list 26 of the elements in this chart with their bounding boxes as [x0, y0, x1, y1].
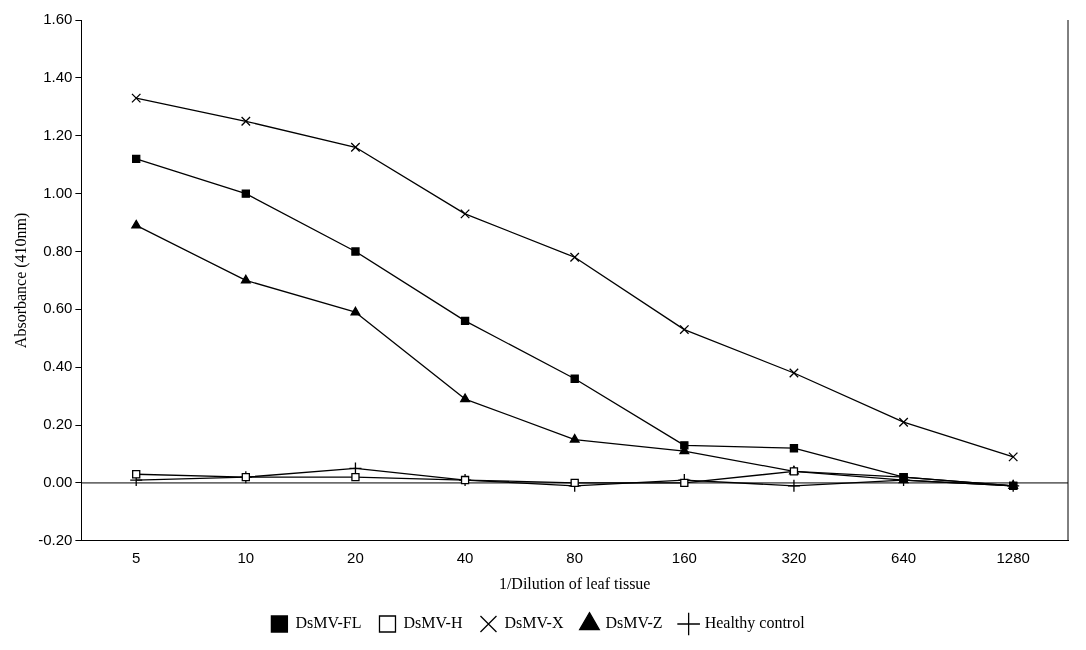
- y-tick-label: 0.00: [43, 473, 73, 491]
- legend-label: DsMV-X: [504, 614, 564, 632]
- y-tick-label: -0.20: [38, 530, 73, 548]
- y-axis-title: Absorbance (410nm): [11, 212, 30, 349]
- y-tick-label: 0.80: [43, 241, 73, 259]
- y-tick-label: 1.00: [43, 183, 73, 201]
- x-tick-label: 1280: [996, 548, 1030, 566]
- x-tick-label: 80: [566, 548, 584, 566]
- legend-label: DsMV-FL: [295, 614, 362, 632]
- x-tick-label: 20: [347, 548, 364, 566]
- legend-label: DsMV-H: [403, 614, 463, 632]
- y-tick-label: 0.40: [43, 357, 73, 375]
- y-tick-label: 1.40: [43, 68, 73, 86]
- legend-label: DsMV-Z: [605, 614, 663, 632]
- x-tick-label: 640: [891, 548, 917, 566]
- x-tick-label: 5: [132, 548, 141, 566]
- x-tick-label: 40: [456, 548, 474, 566]
- y-tick-label: 1.60: [43, 10, 73, 28]
- x-tick-label: 160: [671, 548, 697, 566]
- x-tick-label: 320: [781, 548, 807, 566]
- y-tick-label: 0.60: [43, 299, 73, 317]
- x-tick-label: 10: [237, 548, 255, 566]
- y-tick-label: 0.20: [43, 415, 73, 433]
- legend-label: Healthy control: [704, 614, 806, 633]
- y-tick-label: 1.20: [43, 125, 73, 143]
- x-axis-title: 1/Dilution of leaf tissue: [498, 574, 651, 592]
